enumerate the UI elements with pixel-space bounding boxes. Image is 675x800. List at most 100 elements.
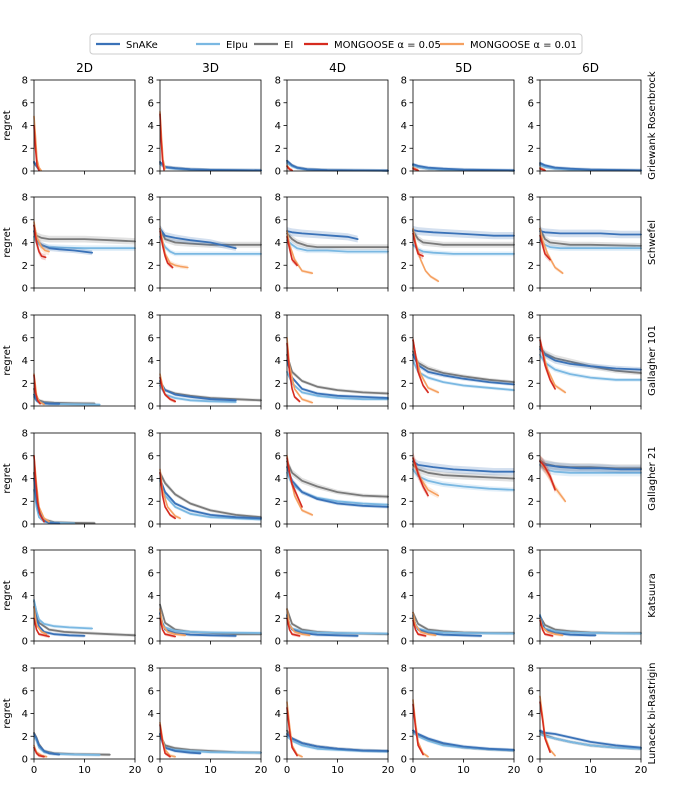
series-line-mongoose-0-05 bbox=[539, 619, 554, 637]
panel-gallagher-21-6d: 0 2 4 6 8 bbox=[528, 429, 642, 531]
series-line-mongoose-0-05 bbox=[286, 342, 301, 403]
y-tick-label: 0 bbox=[528, 637, 534, 648]
x-tick-label: 10 bbox=[204, 765, 217, 776]
y-tick-label: 4 bbox=[148, 591, 154, 602]
y-tick-label: 2 bbox=[148, 379, 154, 390]
band-ei bbox=[413, 227, 514, 248]
y-tick-label: 8 bbox=[528, 76, 534, 87]
band-snake bbox=[540, 614, 596, 637]
y-tick-label: 2 bbox=[528, 144, 534, 155]
y-tick-label: 4 bbox=[528, 356, 534, 367]
series-line-eipu bbox=[33, 599, 93, 630]
panel-gallagher-101-5d: 0 2 4 6 8 bbox=[401, 311, 515, 413]
y-tick-label: 8 bbox=[148, 76, 154, 87]
y-tick-label: 4 bbox=[22, 238, 28, 249]
row-title-katsuura: Katsuura bbox=[647, 573, 658, 618]
panel-lunacek-bi-rastrigin-5d: 0 10 20 0 2 4 6 8 bbox=[401, 664, 521, 777]
y-tick-label: 6 bbox=[22, 333, 28, 344]
y-tick-label: 8 bbox=[148, 429, 154, 440]
axes-frame bbox=[33, 79, 136, 172]
y-tick-label: 2 bbox=[401, 379, 407, 390]
y-tick-label: 8 bbox=[401, 664, 407, 675]
series-line-eipu bbox=[286, 613, 389, 635]
y-tick-label: 6 bbox=[22, 568, 28, 579]
series-line-ei bbox=[286, 353, 389, 395]
y-tick-label: 6 bbox=[275, 98, 281, 109]
y-tick-label: 8 bbox=[528, 193, 534, 204]
axes-frame bbox=[286, 79, 389, 172]
band-mongoose-0-01 bbox=[34, 743, 47, 759]
row-title-gallagher-21: Gallagher 21 bbox=[647, 446, 658, 510]
band-snake bbox=[540, 728, 641, 750]
series-line-snake bbox=[412, 460, 515, 473]
band-eipu bbox=[160, 733, 261, 755]
panel-gallagher-101-2d: 0 2 4 6 8 bbox=[22, 311, 136, 413]
y-tick-label: 8 bbox=[401, 429, 407, 440]
y-tick-label: 6 bbox=[401, 686, 407, 697]
band-snake bbox=[540, 345, 641, 373]
y-tick-label: 4 bbox=[528, 709, 534, 720]
series-line-snake bbox=[159, 477, 262, 520]
y-tick-label: 8 bbox=[275, 76, 281, 87]
series-line-mongoose-0-05 bbox=[159, 617, 176, 638]
y-tick-label: 4 bbox=[401, 356, 407, 367]
series-line-mongoose-0-05 bbox=[412, 232, 424, 257]
y-tick-label: 2 bbox=[528, 379, 534, 390]
y-axis-label: regret bbox=[2, 110, 13, 140]
y-tick-label: 2 bbox=[275, 261, 281, 272]
series-line-mongoose-0-05 bbox=[412, 167, 419, 172]
y-tick-label: 6 bbox=[401, 333, 407, 344]
y-tick-label: 0 bbox=[528, 520, 534, 531]
band-ei bbox=[287, 728, 388, 753]
band-mongoose-0-05 bbox=[34, 745, 45, 759]
series-line-mongoose-0-05 bbox=[412, 619, 427, 637]
y-tick-label: 2 bbox=[148, 497, 154, 508]
panel-gallagher-21-4d: 0 2 4 6 8 bbox=[275, 429, 389, 531]
panel-schwefel-2d: 0 2 4 6 8 bbox=[22, 193, 136, 295]
y-tick-label: 2 bbox=[401, 497, 407, 508]
y-tick-label: 0 bbox=[148, 520, 154, 531]
y-tick-label: 0 bbox=[401, 755, 407, 766]
y-tick-label: 8 bbox=[528, 311, 534, 322]
y-tick-label: 0 bbox=[148, 167, 154, 178]
legend-label-ei: EI bbox=[284, 40, 293, 51]
y-tick-label: 0 bbox=[275, 402, 281, 413]
series-line-eipu bbox=[159, 611, 262, 634]
panel-gallagher-21-3d: 0 2 4 6 8 bbox=[148, 429, 262, 531]
y-axis-label: regret bbox=[2, 345, 13, 375]
y-tick-label: 4 bbox=[148, 709, 154, 720]
series-line-mongoose-0-05 bbox=[539, 460, 556, 491]
x-tick-label: 10 bbox=[331, 765, 344, 776]
y-tick-label: 2 bbox=[528, 732, 534, 743]
panel-lunacek-bi-rastrigin-6d: 0 10 20 0 2 4 6 8 bbox=[528, 664, 648, 777]
band-ei bbox=[540, 224, 641, 249]
series-line-snake bbox=[159, 380, 237, 402]
x-tick-label: 0 bbox=[31, 765, 37, 776]
panel-gallagher-101-4d: 0 2 4 6 8 bbox=[275, 311, 389, 413]
y-tick-label: 2 bbox=[401, 614, 407, 625]
panel-griewank-rosenbrock-6d: 0 2 4 6 8 bbox=[528, 76, 642, 178]
y-tick-label: 4 bbox=[401, 238, 407, 249]
y-tick-label: 8 bbox=[148, 664, 154, 675]
series-line-snake bbox=[286, 230, 359, 241]
y-tick-label: 6 bbox=[275, 451, 281, 462]
y-tick-label: 2 bbox=[401, 732, 407, 743]
series-line-mongoose-0-05 bbox=[539, 701, 551, 754]
axes-frame bbox=[539, 79, 642, 172]
band-eipu bbox=[160, 477, 261, 522]
y-tick-label: 0 bbox=[22, 402, 28, 413]
band-eipu bbox=[34, 597, 93, 631]
series-line-ei bbox=[412, 463, 515, 480]
y-tick-label: 2 bbox=[148, 732, 154, 743]
series-line-mongoose-0-05 bbox=[412, 339, 429, 394]
y-tick-label: 4 bbox=[401, 474, 407, 485]
y-tick-label: 8 bbox=[401, 76, 407, 87]
y-tick-label: 4 bbox=[22, 709, 28, 720]
band-mongoose-0-01 bbox=[540, 222, 563, 275]
series-line-mongoose-0-05 bbox=[33, 224, 47, 259]
y-tick-label: 0 bbox=[275, 284, 281, 295]
y-tick-label: 6 bbox=[275, 215, 281, 226]
band-mongoose-0-05 bbox=[413, 451, 429, 499]
x-tick-label: 10 bbox=[78, 765, 91, 776]
y-tick-label: 8 bbox=[22, 429, 28, 440]
